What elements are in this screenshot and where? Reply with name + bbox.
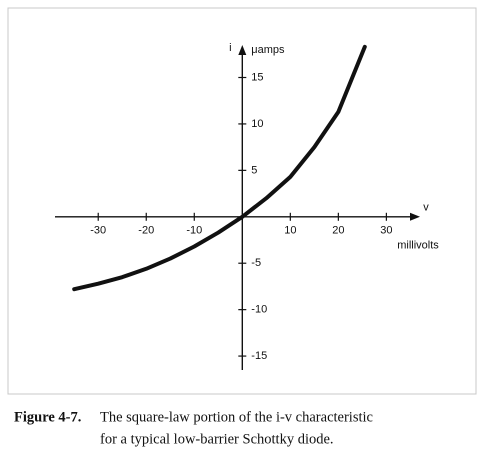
x-axis-label: v: [423, 202, 429, 214]
y-tick-label: -5: [251, 257, 261, 269]
y-tick-label: 15: [251, 71, 263, 83]
x-tick-label: -20: [138, 225, 154, 237]
y-axis-unit: μamps: [251, 44, 285, 56]
curve: [72, 44, 367, 292]
x-tick-label: -10: [186, 225, 202, 237]
y-tick-label: 5: [251, 164, 257, 176]
x-tick-label: -30: [90, 225, 106, 237]
caption-line: for a typical low-barrier Schottky diode…: [100, 431, 334, 447]
x-tick-label: 20: [332, 225, 344, 237]
y-tick-label: -10: [251, 304, 267, 316]
x-arrow: [410, 212, 420, 221]
y-axis-label: i: [229, 42, 231, 54]
caption-line: The square-law portion of the i-v charac…: [100, 409, 373, 425]
x-tick-label: 10: [284, 225, 296, 237]
y-arrow: [238, 45, 247, 55]
x-axis-unit: millivolts: [397, 240, 439, 252]
y-tick-label: -15: [251, 350, 267, 362]
x-tick-label: 30: [380, 225, 392, 237]
y-tick-label: 10: [251, 118, 263, 130]
caption-label: Figure 4-7.: [14, 409, 81, 425]
frame: [7, 7, 477, 395]
